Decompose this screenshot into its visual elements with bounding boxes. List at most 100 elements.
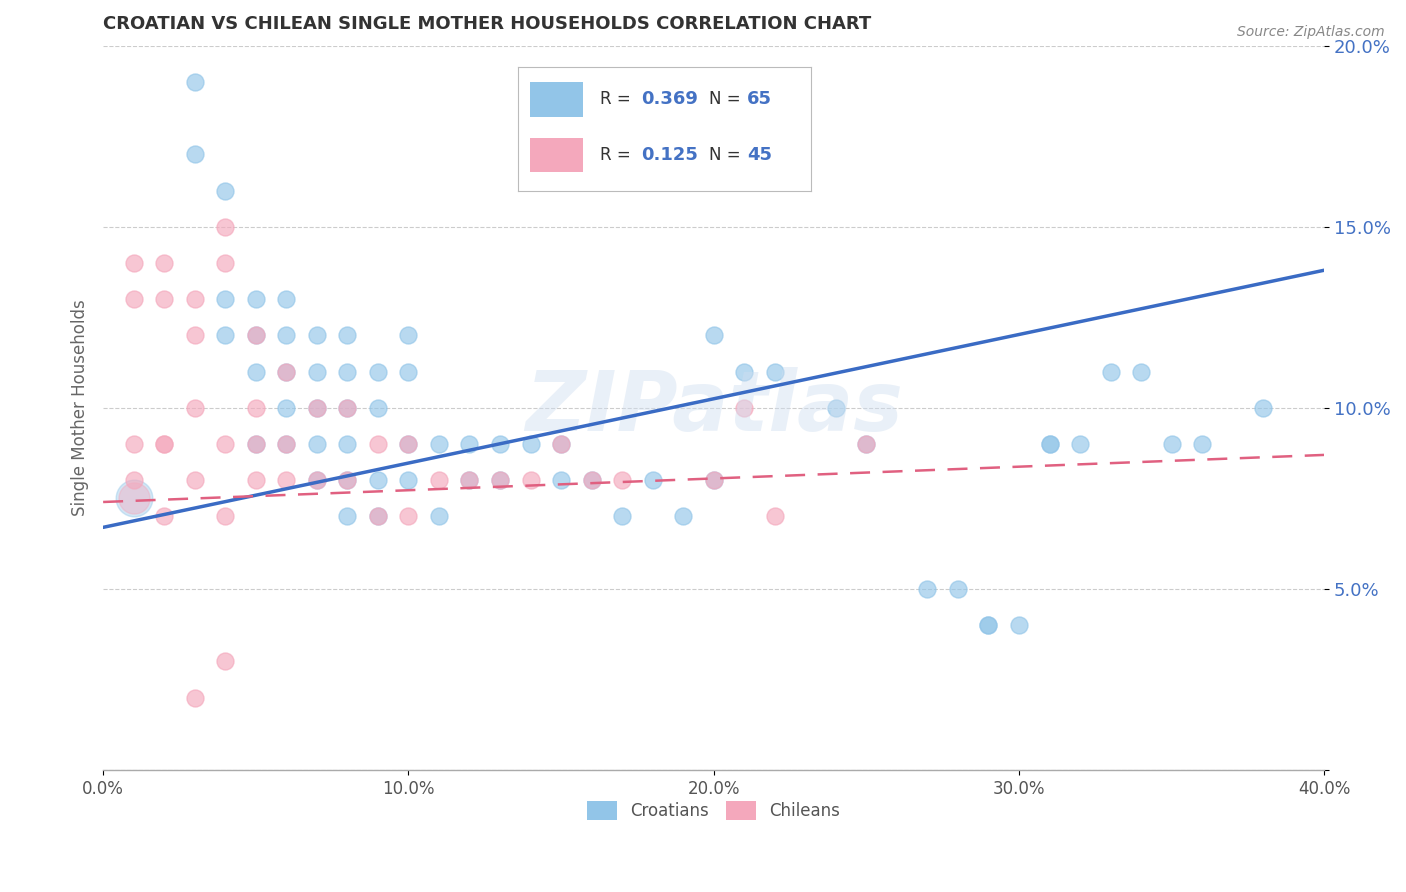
Point [214, 509, 236, 524]
Point [367, 509, 389, 524]
Point [427, 437, 450, 451]
Point [489, 437, 512, 451]
Point [245, 365, 267, 379]
Point [855, 437, 877, 451]
Point [427, 509, 450, 524]
Point [733, 365, 755, 379]
Point [977, 618, 1000, 632]
Point [855, 437, 877, 451]
Point [396, 365, 419, 379]
Text: ZIPatlas: ZIPatlas [524, 368, 903, 449]
Point [336, 328, 359, 343]
Point [336, 473, 359, 487]
Point [305, 401, 328, 415]
Point [153, 437, 176, 451]
Point [183, 292, 205, 306]
Point [305, 365, 328, 379]
Point [305, 473, 328, 487]
Point [1251, 401, 1274, 415]
Point [276, 401, 298, 415]
Point [367, 473, 389, 487]
Point [581, 473, 603, 487]
Point [276, 292, 298, 306]
Text: Source: ZipAtlas.com: Source: ZipAtlas.com [1237, 25, 1385, 39]
Point [183, 690, 205, 705]
Point [672, 509, 695, 524]
Point [1038, 437, 1060, 451]
Point [458, 473, 481, 487]
Point [305, 473, 328, 487]
Point [183, 147, 205, 161]
Point [1008, 618, 1031, 632]
Point [153, 292, 176, 306]
Point [245, 292, 267, 306]
Point [367, 437, 389, 451]
Point [1130, 365, 1153, 379]
Point [276, 437, 298, 451]
Point [977, 618, 1000, 632]
Point [489, 473, 512, 487]
Point [305, 328, 328, 343]
Point [458, 437, 481, 451]
Point [122, 491, 145, 506]
Point [336, 401, 359, 415]
Text: CROATIAN VS CHILEAN SINGLE MOTHER HOUSEHOLDS CORRELATION CHART: CROATIAN VS CHILEAN SINGLE MOTHER HOUSEH… [103, 15, 872, 33]
Point [917, 582, 939, 596]
Point [489, 473, 512, 487]
Point [763, 365, 786, 379]
Point [396, 473, 419, 487]
Point [396, 437, 419, 451]
Point [183, 75, 205, 89]
Point [550, 437, 572, 451]
Point [122, 491, 145, 506]
Point [183, 473, 205, 487]
Point [519, 473, 541, 487]
Point [550, 473, 572, 487]
Point [610, 473, 633, 487]
Point [703, 328, 725, 343]
Point [153, 509, 176, 524]
Point [276, 473, 298, 487]
Point [1099, 365, 1122, 379]
Point [367, 401, 389, 415]
Point [214, 328, 236, 343]
Point [336, 401, 359, 415]
Point [122, 473, 145, 487]
Point [305, 437, 328, 451]
Point [122, 292, 145, 306]
Point [245, 437, 267, 451]
Point [703, 473, 725, 487]
Point [581, 473, 603, 487]
Point [1160, 437, 1182, 451]
Point [276, 328, 298, 343]
Point [276, 365, 298, 379]
Point [396, 437, 419, 451]
Point [214, 654, 236, 668]
Point [214, 437, 236, 451]
Point [1191, 437, 1213, 451]
Point [519, 437, 541, 451]
Point [703, 473, 725, 487]
Point [641, 473, 664, 487]
Point [824, 401, 846, 415]
Point [122, 256, 145, 270]
Point [276, 437, 298, 451]
Point [336, 473, 359, 487]
Point [610, 509, 633, 524]
Point [245, 328, 267, 343]
Point [153, 437, 176, 451]
Point [367, 365, 389, 379]
Point [946, 582, 969, 596]
Point [245, 328, 267, 343]
Point [1038, 437, 1060, 451]
Point [458, 473, 481, 487]
Point [214, 256, 236, 270]
Point [336, 509, 359, 524]
Point [214, 292, 236, 306]
Point [214, 219, 236, 234]
Point [183, 401, 205, 415]
Point [427, 473, 450, 487]
Point [733, 401, 755, 415]
Point [245, 473, 267, 487]
Point [122, 437, 145, 451]
